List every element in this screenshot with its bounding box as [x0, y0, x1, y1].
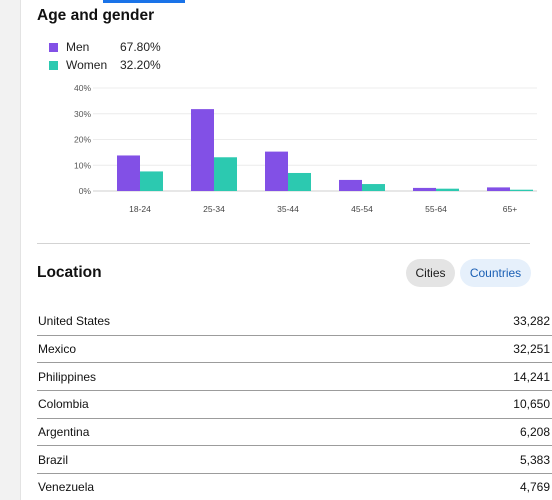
x-tick-label: 25-34 [203, 204, 225, 214]
bar-men [265, 151, 288, 191]
countries-toggle-button[interactable]: Countries [460, 259, 531, 287]
y-tick-label: 0% [79, 186, 92, 196]
x-tick-label: 65+ [503, 204, 517, 214]
section-divider [37, 243, 530, 244]
age-gender-bar-chart: 0% 10% 20% 30% 40% 18-24 25-34 35-44 45-54 55-64 6… [74, 83, 537, 214]
country-count: 33,282 [513, 314, 550, 329]
bar-women [214, 157, 237, 191]
country-count: 6,208 [519, 425, 550, 440]
y-tick-label: 40% [74, 83, 91, 93]
country-count: 4,769 [519, 480, 550, 495]
bar-women [510, 189, 533, 191]
country-count: 32,251 [513, 342, 550, 357]
legend-value: 32.20% [120, 58, 161, 72]
country-name: Venezuela [38, 480, 95, 495]
y-tick-label: 10% [74, 160, 91, 170]
country-count: 5,383 [519, 452, 550, 467]
women-swatch-icon [49, 60, 58, 70]
x-tick-label: 55-64 [425, 204, 447, 214]
bar-men [117, 155, 140, 191]
table-row: Brazil 5,383 [37, 446, 552, 475]
country-count: 14,241 [513, 369, 550, 384]
y-tick-label: 30% [74, 109, 91, 119]
x-tick-label: 45-54 [351, 204, 373, 214]
chart-legend: Men 67.80% Women 32.20% [49, 38, 180, 74]
legend-item-men: Men 67.80% [49, 38, 180, 56]
table-row: Colombia 10,650 [37, 391, 552, 419]
active-tab-indicator [103, 0, 185, 3]
country-name: Philippines [38, 369, 97, 384]
age-gender-title: Age and gender [37, 7, 155, 24]
country-name: Colombia [38, 397, 89, 412]
x-tick-label: 35-44 [277, 204, 299, 214]
y-tick-label: 20% [74, 135, 91, 145]
bar-women [362, 184, 385, 191]
bar-women [140, 171, 163, 191]
table-row: Mexico 32,251 [37, 336, 552, 364]
men-swatch-icon [49, 42, 58, 52]
country-name: Argentina [38, 425, 90, 440]
bar-men [487, 187, 510, 191]
x-tick-label: 18-24 [129, 204, 151, 214]
location-title: Location [37, 264, 102, 281]
bar-men [191, 109, 214, 191]
bar-women [436, 188, 459, 191]
cities-toggle-button[interactable]: Cities [406, 259, 455, 287]
table-row: Philippines 14,241 [37, 363, 552, 392]
legend-label: Women [66, 58, 108, 72]
table-row: Argentina 6,208 [37, 419, 552, 447]
country-name: United States [38, 314, 111, 329]
bar-men [339, 179, 362, 191]
table-row: Venezuela 4,769 [37, 474, 552, 500]
audience-card: Age and gender Men 67.80% Women 32.20% 0… [20, 0, 552, 500]
bar-men [413, 187, 436, 191]
bar-women [288, 172, 311, 191]
legend-label: Men [66, 40, 90, 54]
legend-value: 67.80% [120, 40, 161, 54]
country-name: Brazil [38, 452, 69, 467]
legend-item-women: Women 32.20% [49, 56, 180, 74]
table-row: United States 33,282 [37, 308, 552, 336]
country-count: 10,650 [513, 397, 550, 412]
location-table: United States 33,282 Mexico 32,251 Phili… [37, 308, 552, 500]
country-name: Mexico [38, 342, 77, 357]
